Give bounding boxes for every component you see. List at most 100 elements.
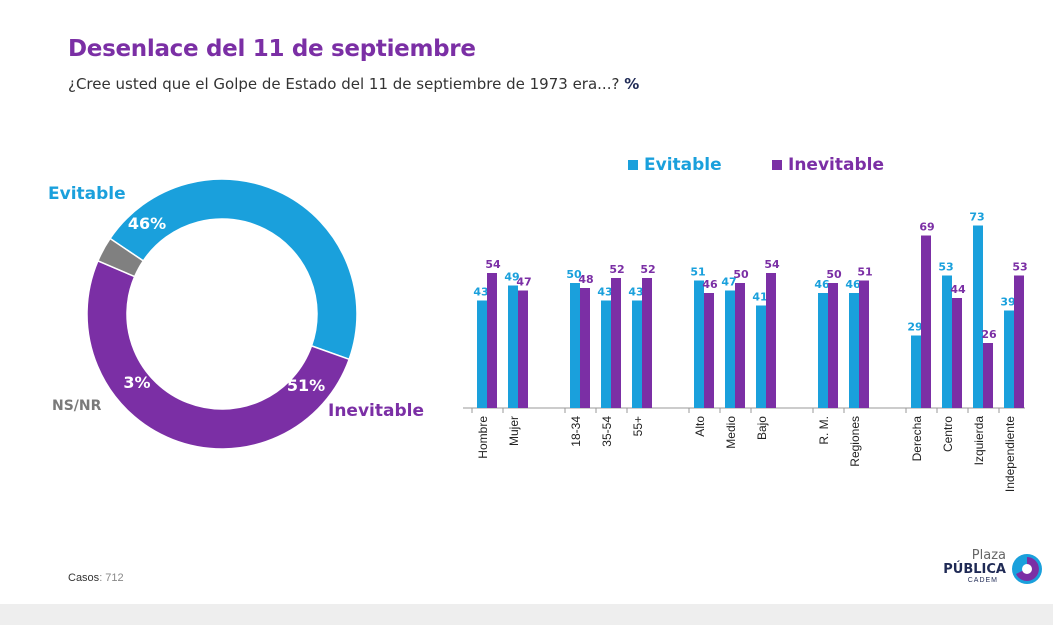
donut-value-evitable: 46% xyxy=(128,214,166,233)
bar-evitable-centro xyxy=(942,275,952,408)
bar-value-evitable-centro: 53 xyxy=(938,261,953,274)
bar-value-evitable-35-54: 43 xyxy=(597,286,612,299)
bar-value-inevitable-izquierda: 26 xyxy=(981,328,997,341)
category-label-mujer: Mujer xyxy=(507,416,521,446)
category-label-bajo: Bajo xyxy=(755,416,769,440)
bar-value-inevitable-mujer: 47 xyxy=(516,276,531,289)
donut-value-inevitable: 51% xyxy=(287,376,325,395)
donut-chart: 46%Evitable 51%Inevitable 3% NS/NR xyxy=(48,178,424,450)
cases-value: : 712 xyxy=(99,572,124,584)
bar-inevitable-55 xyxy=(642,278,652,408)
category-label-centro: Centro xyxy=(941,416,955,452)
bar-inevitable-18-34 xyxy=(580,288,590,408)
bar-inevitable-r-m xyxy=(828,283,838,408)
category-label-izquierda: Izquierda xyxy=(972,416,986,466)
bar-evitable-alto xyxy=(694,280,704,408)
logo-line-plaza: Plaza xyxy=(971,548,1006,563)
category-label-18-34: 18-34 xyxy=(569,416,583,447)
bar-inevitable-hombre xyxy=(487,273,497,408)
bar-value-inevitable-55: 52 xyxy=(640,263,655,276)
bar-inevitable-regiones xyxy=(859,280,869,408)
legend-inevitable: Inevitable xyxy=(772,155,884,175)
bar-value-evitable-derecha: 29 xyxy=(907,321,922,334)
logo-swirl-icon xyxy=(1012,554,1042,584)
category-label-r-m: R. M. xyxy=(817,416,831,445)
bar-value-inevitable-r-m: 50 xyxy=(826,268,842,281)
legend-swatch-evitable xyxy=(628,160,638,170)
bar-evitable-bajo xyxy=(756,305,766,408)
bar-value-inevitable-bajo: 54 xyxy=(764,258,780,271)
donut-slice-inevitable xyxy=(86,259,351,450)
bar-inevitable-izquierda xyxy=(983,343,993,408)
category-label-regiones: Regiones xyxy=(848,416,862,467)
category-label-35-54: 35-54 xyxy=(600,416,614,447)
bar-evitable-izquierda xyxy=(973,225,983,408)
bar-evitable-regiones xyxy=(849,293,859,408)
bar-value-evitable-independiente: 39 xyxy=(1000,296,1015,309)
bar-value-inevitable-medio: 50 xyxy=(733,268,749,281)
bar-evitable-35-54 xyxy=(601,300,611,408)
donut-value-ns-nr: 3% xyxy=(123,373,150,392)
bar-value-evitable-r-m: 46 xyxy=(814,278,830,291)
bar-value-evitable-izquierda: 73 xyxy=(969,211,984,224)
category-label-hombre: Hombre xyxy=(476,416,490,459)
bar-evitable-hombre xyxy=(477,300,487,408)
bar-evitable-55 xyxy=(632,300,642,408)
question-label: ¿Cree usted que el Golpe de Estado del 1… xyxy=(68,75,620,93)
bar-value-evitable-hombre: 43 xyxy=(473,286,488,299)
bar-value-evitable-18-34: 50 xyxy=(566,268,582,281)
donut-slice-ns-nr xyxy=(96,237,145,278)
bar-value-evitable-bajo: 41 xyxy=(752,291,767,304)
bar-value-inevitable-independiente: 53 xyxy=(1012,261,1027,274)
donut-label-ns-nr: NS/NR xyxy=(52,398,102,414)
cases-label: Casos xyxy=(68,572,100,584)
bar-evitable-18-34 xyxy=(570,283,580,408)
legend-swatch-inevitable xyxy=(772,160,782,170)
legend-label-inevitable: Inevitable xyxy=(788,155,884,175)
legend-evitable: Evitable xyxy=(628,155,722,175)
page-title: Desenlace del 11 de septiembre xyxy=(68,36,476,62)
bar-evitable-independiente xyxy=(1004,310,1014,408)
logo-line-publica: PÚBLICA xyxy=(943,562,1006,577)
bar-inevitable-mujer xyxy=(518,290,528,408)
bar-inevitable-independiente xyxy=(1014,275,1024,408)
bar-value-inevitable-centro: 44 xyxy=(950,283,966,296)
bar-value-evitable-regiones: 46 xyxy=(845,278,861,291)
cases-note: Casos: 712 xyxy=(68,572,124,584)
bar-evitable-medio xyxy=(725,290,735,408)
bottom-band xyxy=(0,604,1053,625)
bar-inevitable-35-54 xyxy=(611,278,621,408)
bar-inevitable-medio xyxy=(735,283,745,408)
logo-line-cadem: CADEM xyxy=(967,577,998,584)
bar-evitable-r-m xyxy=(818,293,828,408)
bar-value-evitable-alto: 51 xyxy=(690,266,705,279)
bar-inevitable-centro xyxy=(952,298,962,408)
unit-label: % xyxy=(624,75,640,93)
bar-evitable-mujer xyxy=(508,285,518,408)
bar-value-inevitable-35-54: 52 xyxy=(609,263,624,276)
bar-value-evitable-medio: 47 xyxy=(721,276,736,289)
bar-value-inevitable-hombre: 54 xyxy=(485,258,501,271)
bar-inevitable-derecha xyxy=(921,235,931,408)
bar-inevitable-alto xyxy=(704,293,714,408)
bar-value-inevitable-alto: 46 xyxy=(702,278,718,291)
bar-inevitable-bajo xyxy=(766,273,776,408)
plaza-publica-logo: Plaza PÚBLICA CADEM xyxy=(943,548,1050,588)
category-label-alto: Alto xyxy=(693,416,707,437)
donut-slice-evitable xyxy=(109,178,358,361)
category-label-55: 55+ xyxy=(631,416,645,436)
bar-value-inevitable-18-34: 48 xyxy=(578,273,593,286)
legend-label-evitable: Evitable xyxy=(644,155,722,175)
bar-value-evitable-55: 43 xyxy=(628,286,643,299)
donut-label-inevitable: Inevitable xyxy=(328,401,424,421)
bar-value-inevitable-regiones: 51 xyxy=(857,266,872,279)
bar-value-evitable-mujer: 49 xyxy=(504,271,519,284)
bar-value-inevitable-derecha: 69 xyxy=(919,221,934,234)
category-label-medio: Medio xyxy=(724,416,738,449)
bar-chart: 4354Hombre4947Mujer504818-34435235-54435… xyxy=(463,211,1028,492)
donut-label-evitable: Evitable xyxy=(48,184,126,204)
category-label-independiente: Independiente xyxy=(1003,416,1017,492)
category-label-derecha: Derecha xyxy=(910,416,924,462)
bar-evitable-derecha xyxy=(911,335,921,408)
question-text: ¿Cree usted que el Golpe de Estado del 1… xyxy=(68,75,639,93)
